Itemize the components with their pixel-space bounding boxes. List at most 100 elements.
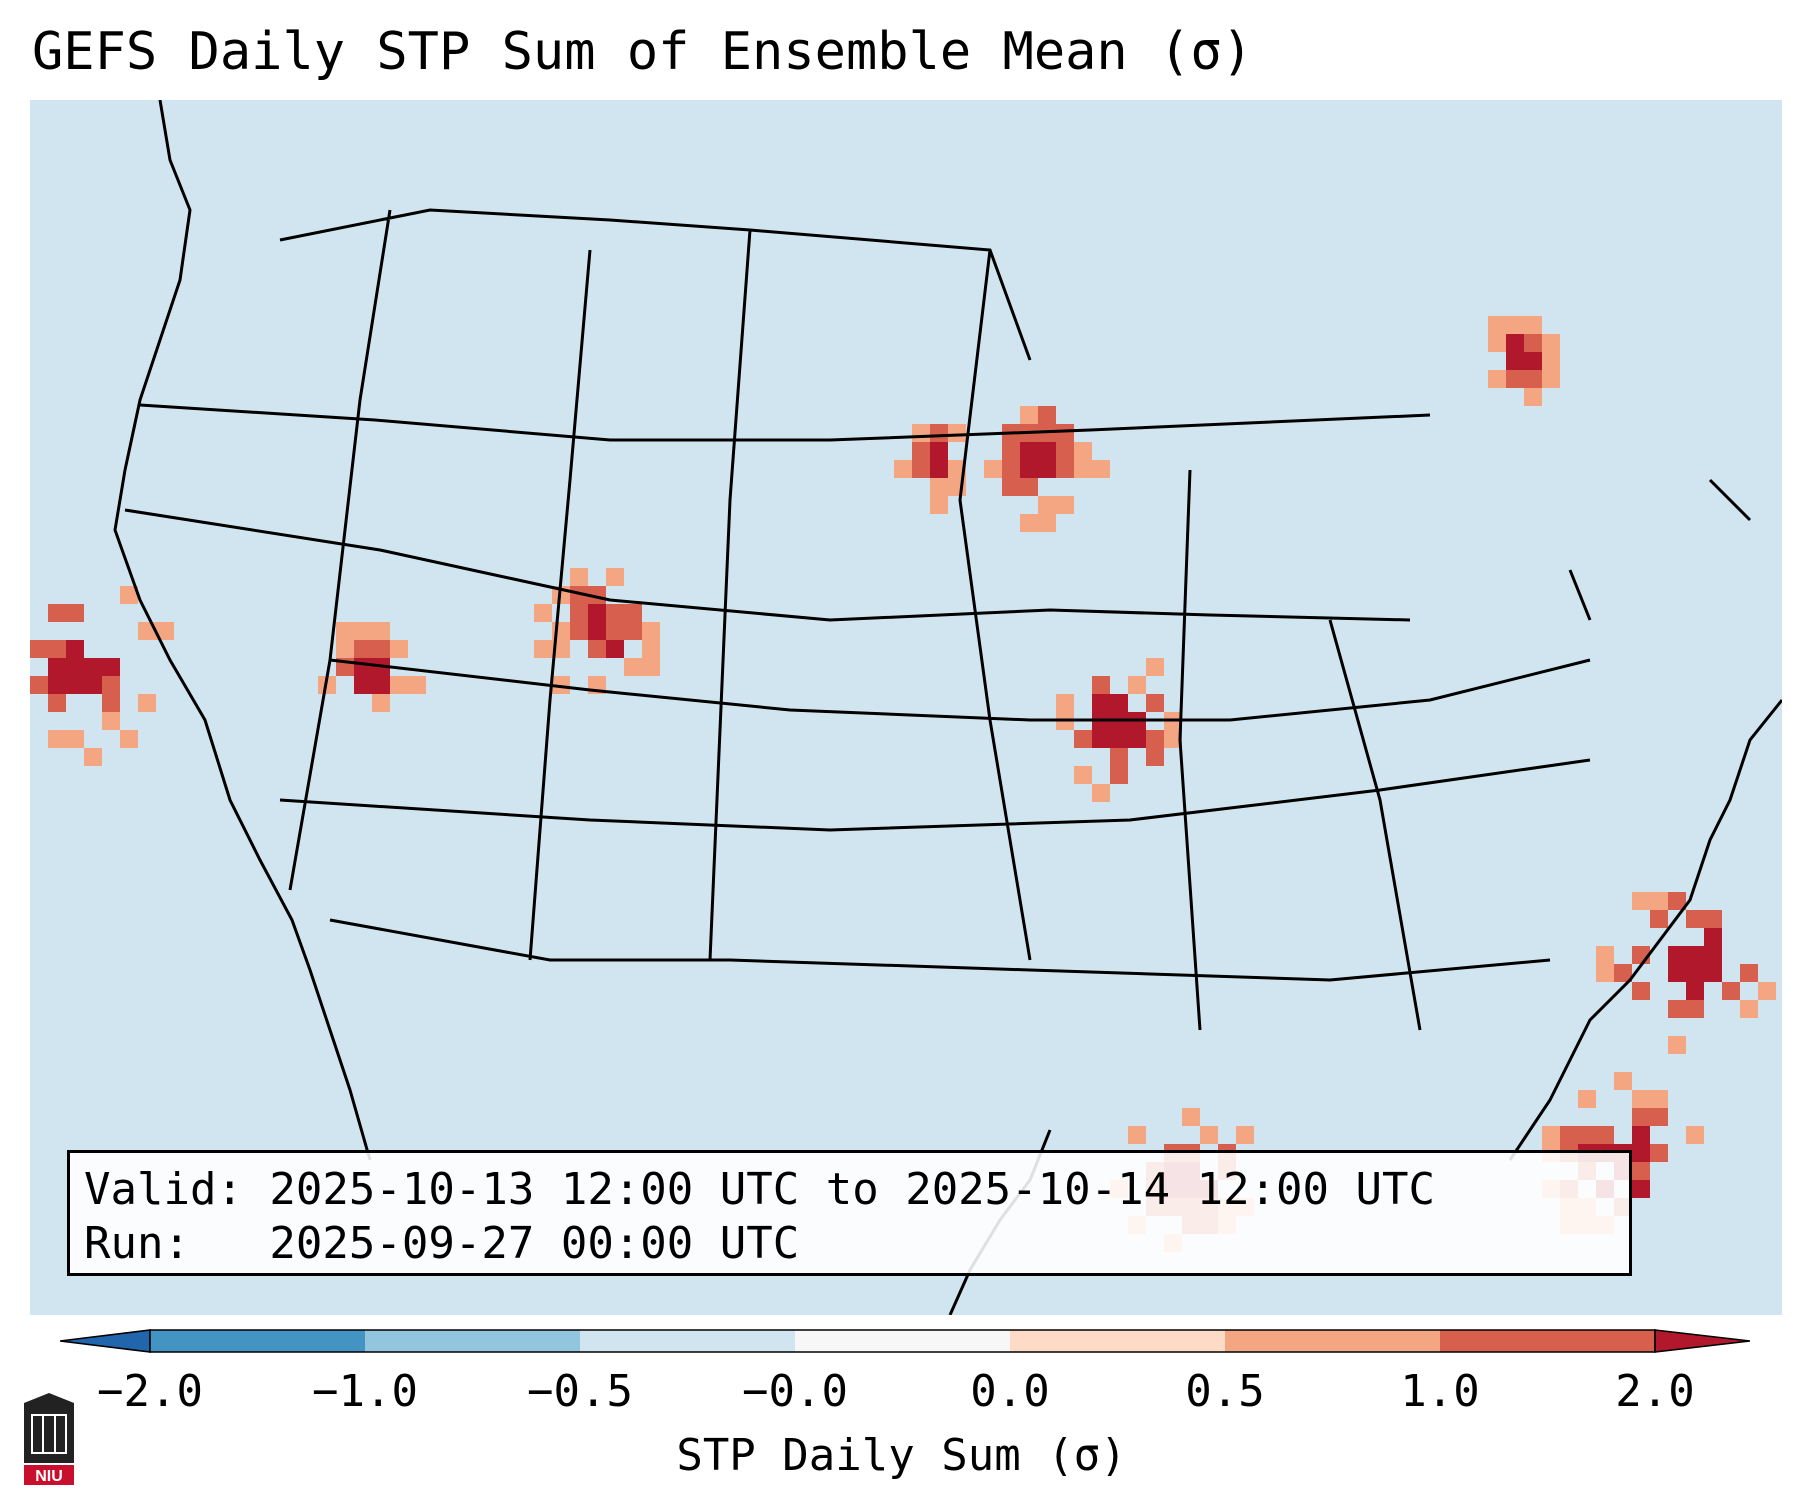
anomaly-cell [48, 676, 66, 694]
colorbar-tick-label: −1.0 [312, 1366, 418, 1417]
anomaly-cell [1146, 730, 1164, 748]
anomaly-cell [1632, 1090, 1650, 1108]
anomaly-cell [1002, 460, 1020, 478]
anomaly-cell [1038, 460, 1056, 478]
anomaly-cell [642, 658, 660, 676]
anomaly-cell [1128, 730, 1146, 748]
colorbar-tick-label: 2.0 [1615, 1366, 1695, 1417]
anomaly-cell [1110, 730, 1128, 748]
anomaly-cell [1074, 442, 1092, 460]
anomaly-cell [138, 622, 156, 640]
anomaly-cell [1632, 1108, 1650, 1126]
colorbar-max-extension [1654, 1329, 1750, 1353]
anomaly-cell [1092, 730, 1110, 748]
anomaly-cell [1056, 496, 1074, 514]
anomaly-cell [642, 640, 660, 658]
anomaly-cell [1668, 946, 1686, 964]
anomaly-cell [570, 586, 588, 604]
anomaly-cell [1074, 766, 1092, 784]
anomaly-cell [102, 676, 120, 694]
anomaly-cell [1182, 1108, 1200, 1126]
anomaly-cell [1506, 316, 1524, 334]
anomaly-cell [408, 676, 426, 694]
anomaly-cell [1488, 334, 1506, 352]
anomaly-cell [1632, 1180, 1650, 1198]
anomaly-cell [570, 568, 588, 586]
anomaly-cell [1056, 460, 1074, 478]
page-title: GEFS Daily STP Sum of Ensemble Mean (σ) [32, 22, 1253, 82]
anomaly-cell [1110, 766, 1128, 784]
run-time-text: Run: 2025-09-27 00:00 UTC [84, 1218, 800, 1269]
anomaly-cell [1524, 352, 1542, 370]
anomaly-cell [354, 622, 372, 640]
anomaly-cell [336, 622, 354, 640]
anomaly-cell [1146, 694, 1164, 712]
anomaly-cell [1110, 748, 1128, 766]
anomaly-cell [1020, 442, 1038, 460]
anomaly-cell [1686, 1000, 1704, 1018]
anomaly-cell [1650, 892, 1668, 910]
anomaly-cell [1668, 1036, 1686, 1054]
anomaly-cell [1632, 982, 1650, 1000]
anomaly-cell [1236, 1126, 1254, 1144]
anomaly-cell [1560, 1126, 1578, 1144]
map-panel [30, 100, 1782, 1315]
anomaly-cell [1596, 1126, 1614, 1144]
anomaly-cell [102, 694, 120, 712]
anomaly-cell [534, 640, 552, 658]
anomaly-cell [1632, 892, 1650, 910]
colorbar-segment [1225, 1330, 1440, 1352]
anomaly-cell [1596, 946, 1614, 964]
anomaly-cell [642, 622, 660, 640]
anomaly-cell [1668, 964, 1686, 982]
anomaly-cell [354, 640, 372, 658]
anomaly-cell [120, 586, 138, 604]
anomaly-cell [1146, 658, 1164, 676]
anomaly-cell [120, 730, 138, 748]
anomaly-cell [1614, 1072, 1632, 1090]
anomaly-cell [1038, 442, 1056, 460]
anomaly-cell [1704, 964, 1722, 982]
colorbar-tick-label: −0.5 [527, 1366, 633, 1417]
anomaly-cell [1758, 982, 1776, 1000]
anomaly-cell [1686, 946, 1704, 964]
anomaly-cell [570, 622, 588, 640]
anomaly-cell [1110, 694, 1128, 712]
anomaly-cell [1740, 1000, 1758, 1018]
colorbar-segment [795, 1330, 1010, 1352]
anomaly-cell [930, 460, 948, 478]
anomaly-cell [1722, 982, 1740, 1000]
colorbar-segment [365, 1330, 580, 1352]
anomaly-cell [1668, 1000, 1686, 1018]
anomaly-cell [372, 622, 390, 640]
anomaly-cell [48, 604, 66, 622]
anomaly-cell [1524, 388, 1542, 406]
colorbar-tick-label: 0.0 [970, 1366, 1050, 1417]
anomaly-cell [1632, 1162, 1650, 1180]
anomaly-cell [1650, 910, 1668, 928]
anomaly-cell [1740, 964, 1758, 982]
ocean-background [30, 100, 1782, 1315]
anomaly-cell [1704, 928, 1722, 946]
anomaly-cell [390, 640, 408, 658]
anomaly-cell [606, 604, 624, 622]
anomaly-cell [1632, 1144, 1650, 1162]
anomaly-cell [138, 694, 156, 712]
anomaly-cell [102, 658, 120, 676]
anomaly-cell [984, 460, 1002, 478]
anomaly-cell [930, 442, 948, 460]
anomaly-cell [552, 676, 570, 694]
anomaly-cell [1056, 442, 1074, 460]
anomaly-cell [1146, 748, 1164, 766]
anomaly-cell [1578, 1126, 1596, 1144]
anomaly-cell [1002, 442, 1020, 460]
anomaly-cell [1650, 1108, 1668, 1126]
anomaly-cell [336, 640, 354, 658]
anomaly-cell [1686, 910, 1704, 928]
anomaly-cell [1092, 784, 1110, 802]
anomaly-cell [1632, 1126, 1650, 1144]
anomaly-cell [912, 424, 930, 442]
colorbar-segment [1010, 1330, 1225, 1352]
anomaly-cell [930, 478, 948, 496]
anomaly-cell [102, 712, 120, 730]
